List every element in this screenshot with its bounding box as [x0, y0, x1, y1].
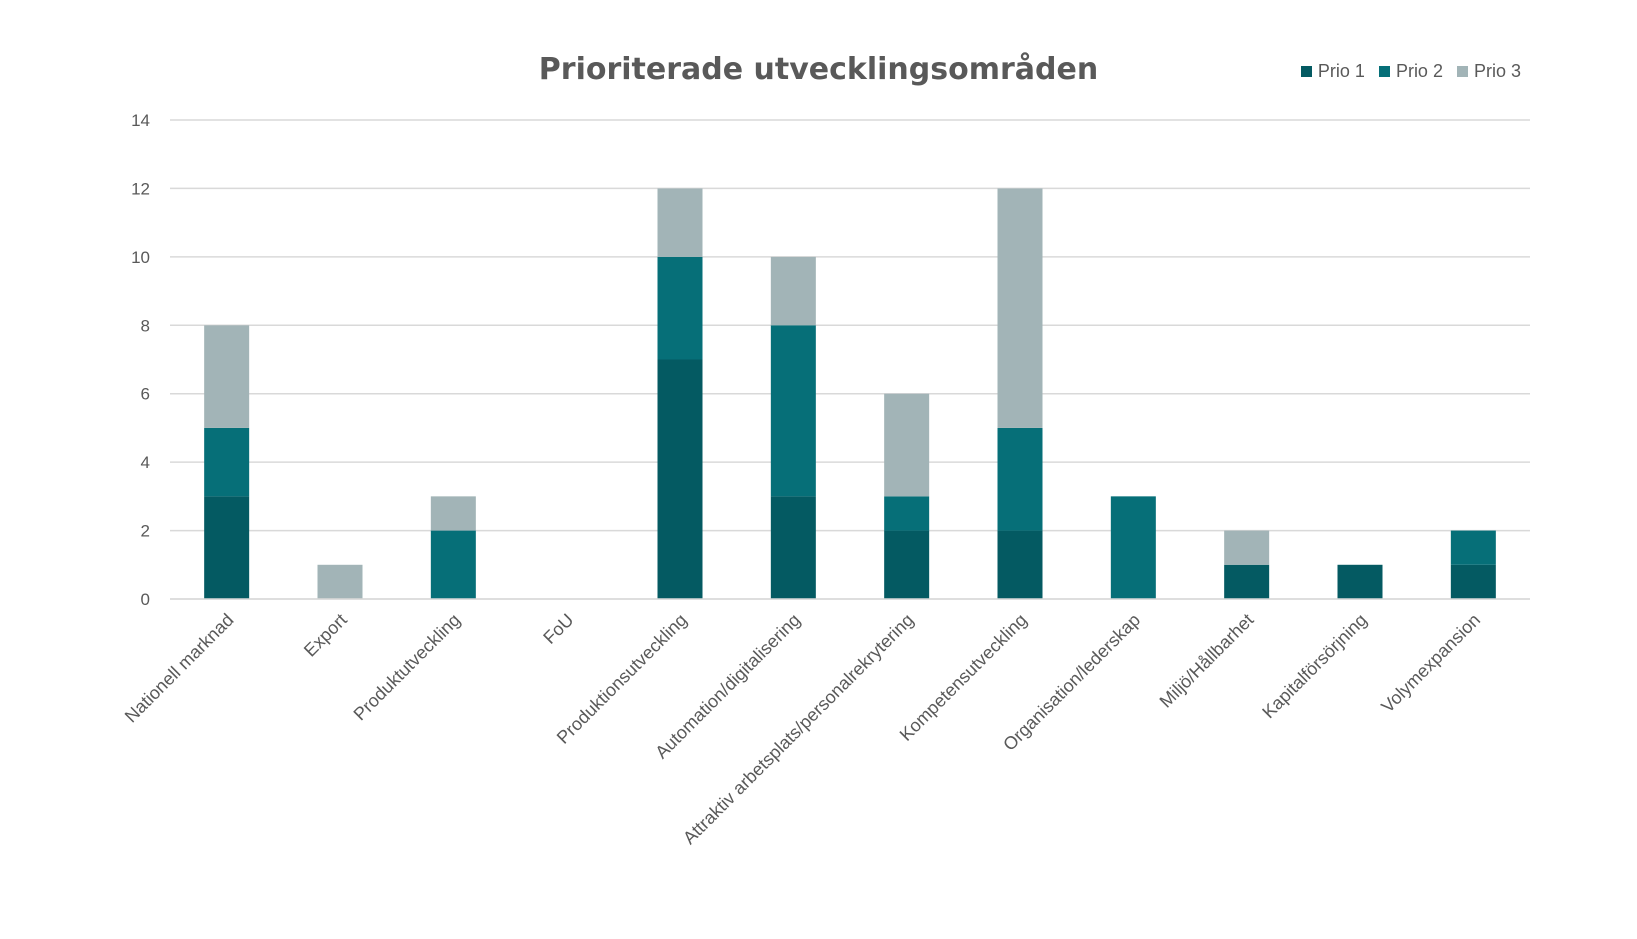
bar-prio-3-5: [770, 256, 816, 326]
x-tick-label: Produktionsutveckling: [553, 610, 691, 748]
y-tick-label: 6: [141, 385, 150, 404]
x-tick-label: Export: [300, 610, 351, 661]
bar-prio-3-9: [1224, 530, 1270, 565]
legend-item-prio-2: Prio 2: [1378, 61, 1443, 82]
bar-prio-2-0: [204, 427, 250, 497]
bar-prio-3-7: [997, 188, 1043, 428]
y-tick-label: 12: [131, 179, 150, 198]
y-tick-label: 2: [141, 522, 150, 541]
bar-prio-3-1: [317, 564, 363, 599]
bar-prio-1-9: [1224, 564, 1270, 599]
y-tick-label: 0: [141, 590, 150, 609]
bar-prio-1-7: [997, 530, 1043, 599]
bar-prio-1-6: [884, 530, 930, 599]
y-tick-label: 14: [131, 111, 150, 130]
bar-prio-1-11: [1450, 564, 1496, 599]
bar-prio-2-8: [1110, 496, 1156, 599]
y-tick-label: 4: [141, 453, 150, 472]
bar-prio-3-2: [430, 496, 476, 531]
bar-prio-1-0: [204, 496, 250, 599]
bar-prio-3-6: [884, 393, 930, 497]
bar-prio-1-5: [770, 496, 816, 599]
legend-item-prio-1: Prio 1: [1300, 61, 1365, 82]
y-tick-label: 8: [141, 316, 150, 335]
bar-prio-3-0: [204, 325, 250, 428]
bar-prio-2-7: [997, 427, 1043, 531]
legend-label-prio-3: Prio 3: [1473, 61, 1521, 81]
legend-swatch-prio-1: [1300, 66, 1312, 77]
legend-label-prio-2: Prio 2: [1395, 61, 1443, 81]
bar-prio-2-5: [770, 325, 816, 497]
bar-prio-1-10: [1337, 564, 1383, 599]
x-tick-label: Kompetensutveckling: [896, 610, 1031, 745]
x-tick-label: Attraktiv arbetsplats/personalrekryterin…: [679, 610, 917, 848]
x-tick-label: Nationell marknad: [121, 610, 238, 727]
legend-swatch-prio-3: [1456, 66, 1468, 77]
x-tick-label: Kapitalförsörjning: [1258, 610, 1370, 722]
legend-label-prio-1: Prio 1: [1317, 61, 1365, 81]
legend-swatch-prio-2: [1378, 66, 1390, 77]
bar-prio-2-11: [1450, 530, 1496, 565]
x-tick-label: Volymexpansion: [1377, 610, 1484, 717]
chart-title: Prioriterade utvecklingsområden: [538, 52, 1099, 87]
bar-prio-2-4: [657, 256, 703, 360]
legend: Prio 1 Prio 2 Prio 3: [1300, 61, 1521, 82]
bar-prio-2-2: [430, 530, 476, 599]
bar-prio-2-6: [884, 496, 930, 531]
bar-prio-3-4: [657, 188, 703, 257]
legend-item-prio-3: Prio 3: [1456, 61, 1521, 82]
x-tick-label: Miljö/Hållbarhet: [1156, 610, 1258, 712]
x-tick-label: FoU: [539, 610, 577, 648]
bar-prio-1-4: [657, 359, 703, 599]
y-tick-label: 10: [131, 248, 150, 267]
x-tick-label: Produktutveckling: [350, 610, 465, 725]
